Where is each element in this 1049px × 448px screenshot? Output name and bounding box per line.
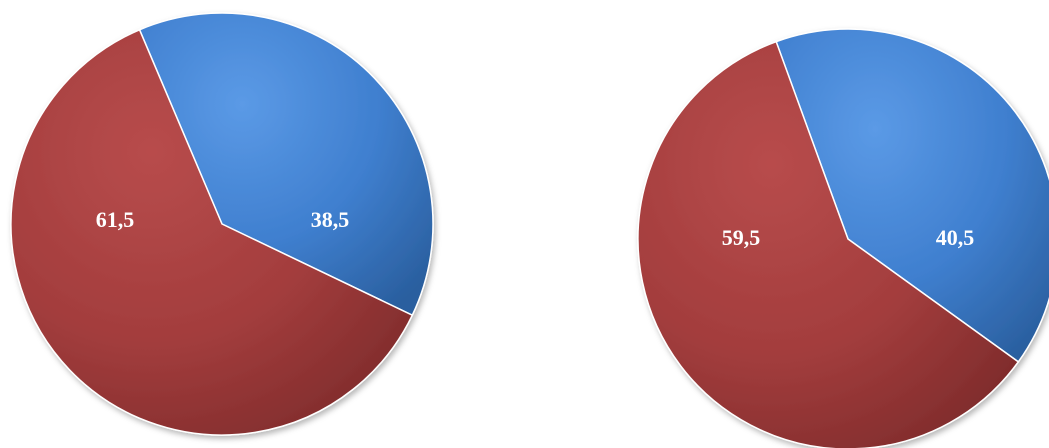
- pie-chart-1: [10, 12, 434, 436]
- pie-2-slice-blue: [775, 28, 1049, 363]
- pie-1-slice-red: [10, 28, 414, 436]
- pie-2-slice-red: [637, 40, 1020, 448]
- pie-1-data-label-red: 61,5: [96, 207, 135, 232]
- pie-1-slice-blue: [138, 12, 434, 317]
- pie-1-data-label-blue: 38,5: [311, 207, 350, 232]
- pie-chart-2: [637, 28, 1049, 448]
- pie-2-data-label-blue: 40,5: [936, 225, 975, 250]
- pie-2-data-label-red: 59,5: [722, 225, 761, 250]
